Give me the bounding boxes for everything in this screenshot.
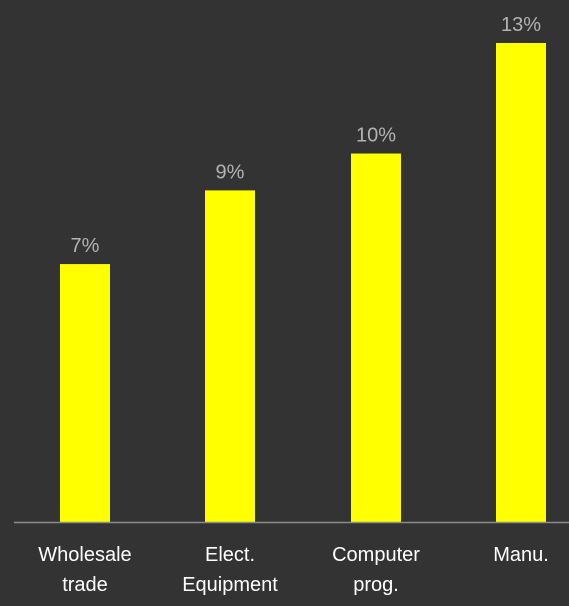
category-labels-layer: Wholesale trade Elect. Equipment Computer pro… xyxy=(38,544,548,596)
bar xyxy=(496,43,546,522)
x-tick-label: Manu. xyxy=(493,544,549,566)
x-tick-label: Computer prog. xyxy=(332,544,420,596)
x-tick-label-line: prog. xyxy=(353,574,399,596)
x-tick-label-line: trade xyxy=(62,574,108,596)
bar xyxy=(205,190,255,522)
x-tick-label-line: Computer xyxy=(332,544,420,566)
x-tick-label-line: Equipment xyxy=(182,574,278,596)
data-label: 10% xyxy=(356,125,396,147)
data-label: 7% xyxy=(71,235,100,257)
data-label: 13% xyxy=(501,14,541,36)
x-tick-label: Wholesale trade xyxy=(38,544,131,596)
bar xyxy=(351,153,401,523)
value-labels-layer: 7% 9% 10% 13% xyxy=(71,14,542,257)
x-tick-label-line: Wholesale xyxy=(38,544,131,566)
bar xyxy=(60,264,110,522)
data-label: 9% xyxy=(216,161,245,183)
x-tick-label-line: Manu. xyxy=(493,544,549,566)
x-tick-label: Elect. Equipment xyxy=(182,544,278,596)
bars-layer xyxy=(60,43,546,523)
x-tick-label-line: Elect. xyxy=(205,544,255,566)
